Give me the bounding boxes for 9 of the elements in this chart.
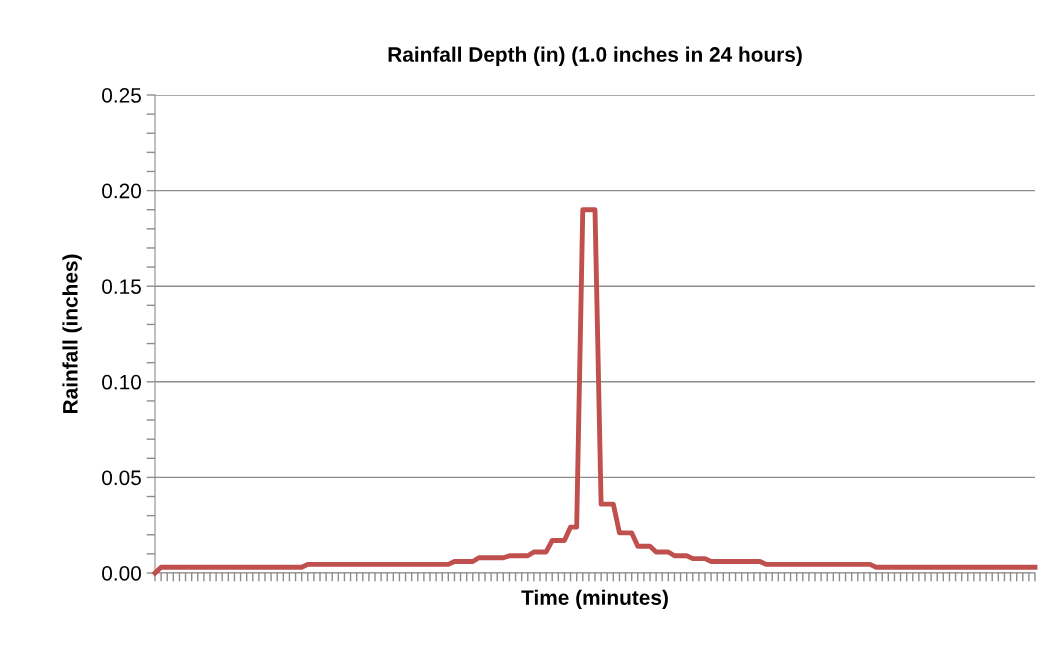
y-tick-label: 0.15	[102, 279, 141, 294]
y-tick-label: 0.05	[102, 470, 141, 486]
x-axis-title: Time (minutes)	[521, 589, 668, 610]
y-axis-title: Rainfall (inches)	[62, 254, 82, 414]
y-tick-label: 0.20	[102, 183, 141, 199]
y-tick-label: 0.25	[102, 88, 141, 103]
y-tick-label: 0.00	[102, 566, 141, 581]
y-tick-label: 0.10	[102, 374, 141, 390]
chart-title: Rainfall Depth (in) (1.0 inches in 24 hours)	[388, 46, 802, 66]
